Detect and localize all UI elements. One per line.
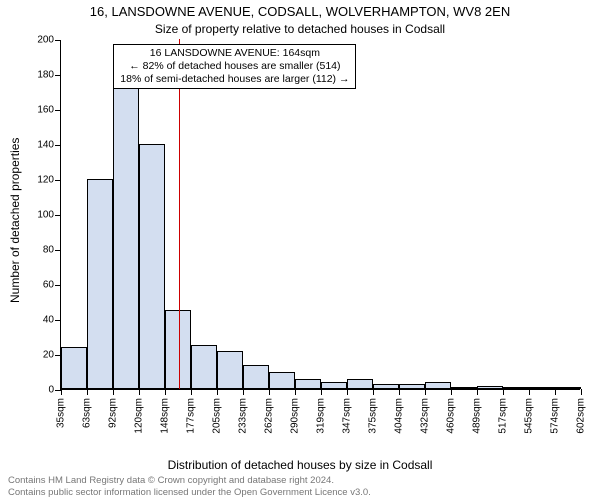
x-tick-label: 92sqm <box>108 398 119 428</box>
histogram-bar <box>295 379 321 390</box>
x-tick <box>529 389 530 395</box>
plot-area: 16 LANSDOWNE AVENUE: 164sqm ← 82% of det… <box>60 40 580 390</box>
y-tick-label: 160 <box>24 105 54 116</box>
x-tick <box>581 389 582 395</box>
x-tick <box>425 389 426 395</box>
histogram-bar <box>347 379 373 390</box>
y-tick <box>55 285 61 286</box>
x-tick-label: 375sqm <box>368 398 379 434</box>
chart-subtitle: Size of property relative to detached ho… <box>0 22 600 36</box>
x-tick <box>269 389 270 395</box>
y-tick-label: 60 <box>24 280 54 291</box>
y-tick-label: 140 <box>24 140 54 151</box>
y-tick <box>55 110 61 111</box>
x-tick-label: 432sqm <box>420 398 431 434</box>
y-tick <box>55 75 61 76</box>
footer-attribution: Contains HM Land Registry data © Crown c… <box>8 475 371 498</box>
histogram-bar <box>113 67 139 389</box>
y-tick <box>55 320 61 321</box>
x-tick-label: 205sqm <box>212 398 223 434</box>
x-tick-label: 233sqm <box>238 398 249 434</box>
marker-line <box>179 39 180 389</box>
histogram-bar <box>61 347 87 389</box>
footer-line-2: Contains public sector information licen… <box>8 487 371 498</box>
x-tick <box>321 389 322 395</box>
x-tick <box>399 389 400 395</box>
histogram-bar <box>399 384 425 389</box>
x-tick <box>61 389 62 395</box>
x-tick-label: 290sqm <box>290 398 301 434</box>
histogram-bar <box>373 384 399 389</box>
y-tick <box>55 180 61 181</box>
x-tick-label: 602sqm <box>576 398 587 434</box>
x-tick-label: 460sqm <box>446 398 457 434</box>
histogram-bar <box>87 179 113 389</box>
x-tick-label: 319sqm <box>316 398 327 434</box>
annotation-line-1: 16 LANSDOWNE AVENUE: 164sqm <box>120 47 349 60</box>
histogram-bar <box>477 386 503 390</box>
histogram-bar <box>191 345 217 389</box>
x-tick <box>451 389 452 395</box>
x-tick-label: 574sqm <box>550 398 561 434</box>
y-tick-label: 100 <box>24 210 54 221</box>
chart-container: 16, LANSDOWNE AVENUE, CODSALL, WOLVERHAM… <box>0 0 600 500</box>
x-tick-label: 489sqm <box>472 398 483 434</box>
footer-line-1: Contains HM Land Registry data © Crown c… <box>8 475 371 486</box>
y-tick-label: 180 <box>24 70 54 81</box>
y-tick-label: 20 <box>24 350 54 361</box>
x-tick <box>503 389 504 395</box>
chart-title: 16, LANSDOWNE AVENUE, CODSALL, WOLVERHAM… <box>0 4 600 19</box>
histogram-bar <box>555 387 581 389</box>
y-tick-label: 0 <box>24 385 54 396</box>
annotation-line-2: ← 82% of detached houses are smaller (51… <box>120 60 349 73</box>
x-tick <box>217 389 218 395</box>
x-tick-label: 347sqm <box>342 398 353 434</box>
x-tick-label: 35sqm <box>56 398 67 428</box>
x-tick-label: 545sqm <box>524 398 535 434</box>
x-tick <box>243 389 244 395</box>
histogram-bar <box>139 144 165 389</box>
x-axis-label: Distribution of detached houses by size … <box>0 458 600 472</box>
y-axis-label: Number of detached properties <box>8 0 22 440</box>
annotation-box: 16 LANSDOWNE AVENUE: 164sqm ← 82% of det… <box>113 44 356 89</box>
histogram-bar <box>451 387 477 389</box>
x-tick <box>87 389 88 395</box>
y-tick <box>55 40 61 41</box>
x-tick-label: 404sqm <box>394 398 405 434</box>
x-tick <box>113 389 114 395</box>
y-tick-label: 80 <box>24 245 54 256</box>
x-tick-label: 63sqm <box>82 398 93 428</box>
y-tick-label: 200 <box>24 35 54 46</box>
x-tick-label: 177sqm <box>186 398 197 434</box>
x-tick-label: 517sqm <box>498 398 509 434</box>
x-tick <box>555 389 556 395</box>
histogram-bar <box>529 387 555 389</box>
x-tick-label: 148sqm <box>160 398 171 434</box>
histogram-bar <box>321 382 347 389</box>
y-tick <box>55 250 61 251</box>
histogram-bar <box>269 372 295 390</box>
histogram-bar <box>503 387 529 389</box>
x-tick <box>165 389 166 395</box>
y-tick <box>55 215 61 216</box>
x-tick <box>139 389 140 395</box>
y-tick <box>55 145 61 146</box>
y-tick-label: 120 <box>24 175 54 186</box>
y-tick-label: 40 <box>24 315 54 326</box>
x-tick-label: 120sqm <box>134 398 145 434</box>
x-tick <box>191 389 192 395</box>
x-tick <box>295 389 296 395</box>
histogram-bar <box>165 310 191 389</box>
x-tick <box>347 389 348 395</box>
histogram-bar <box>243 365 269 390</box>
x-tick-label: 262sqm <box>264 398 275 434</box>
x-tick <box>477 389 478 395</box>
annotation-line-3: 18% of semi-detached houses are larger (… <box>120 73 349 86</box>
histogram-bar <box>217 351 243 390</box>
histogram-bar <box>425 382 451 389</box>
x-tick <box>373 389 374 395</box>
